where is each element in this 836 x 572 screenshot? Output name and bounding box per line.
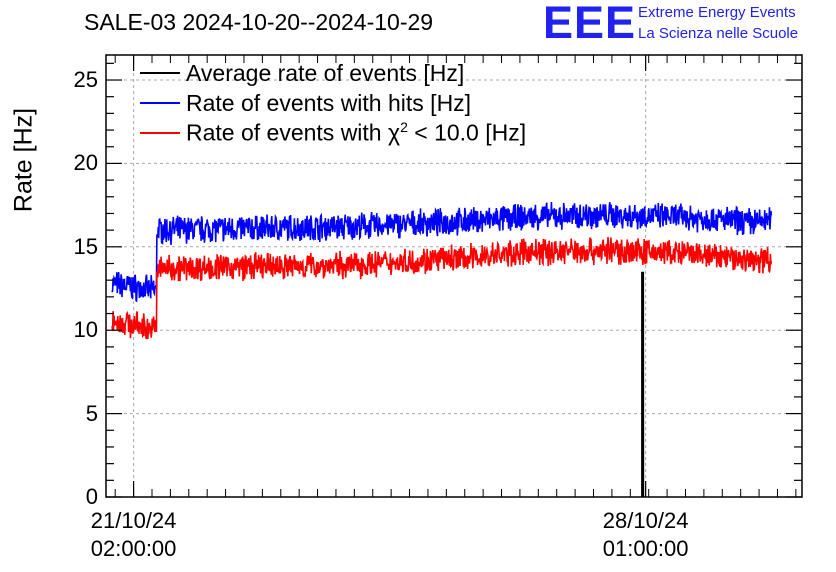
legend-label-hits: Rate of events with hits [Hz] [186,89,472,116]
y-tick-label: 15 [73,233,98,259]
legend-item-hits: Rate of events with hits [Hz] [140,88,526,118]
legend-swatch-hits [140,102,180,104]
plot-border [105,54,803,498]
plot-frame [105,54,803,498]
y-tick-label: 5 [85,400,98,426]
series-line-1 [111,201,773,303]
series-group [111,201,773,498]
legend-item-chi2: Rate of events with χ2 < 10.0 [Hz] [140,118,526,148]
eee-logo: EEE [543,0,637,48]
x-tick-time: 02:00:00 [90,536,177,561]
legend-item-average: Average rate of events [Hz] [140,58,526,88]
series-line-2 [111,236,773,340]
chart-title: SALE-03 2024-10-20--2024-10-29 [84,9,434,35]
grid-lines [106,55,802,497]
x-tick-date: 21/10/24 [90,508,177,533]
y-axis-label: Rate [Hz] [9,107,38,213]
x-tick-label: 21/10/24 02:00:00 [64,507,204,563]
y-tick-label: 10 [73,317,98,343]
legend: Average rate of events [Hz] Rate of even… [140,58,526,148]
legend-label-average: Average rate of events [Hz] [186,59,465,86]
logo-line-2: La Scienza nelle Scuole [638,25,799,42]
y-tick-label: 0 [85,484,98,509]
legend-swatch-average [140,72,180,74]
x-tick-time: 01:00:00 [602,536,689,561]
logo-line-1: Extreme Energy Events [638,4,796,21]
legend-label-chi2: Rate of events with χ2 < 10.0 [Hz] [186,119,527,146]
y-tick-label: 25 [73,67,98,93]
y-tick-label: 20 [73,150,98,176]
y-axis-label-box: Rate [Hz] [2,100,46,220]
x-tick-label: 28/10/24 01:00:00 [576,507,716,563]
axis-ticks [106,55,802,498]
legend-swatch-chi2 [140,132,180,134]
x-tick-date: 28/10/24 [602,508,689,533]
